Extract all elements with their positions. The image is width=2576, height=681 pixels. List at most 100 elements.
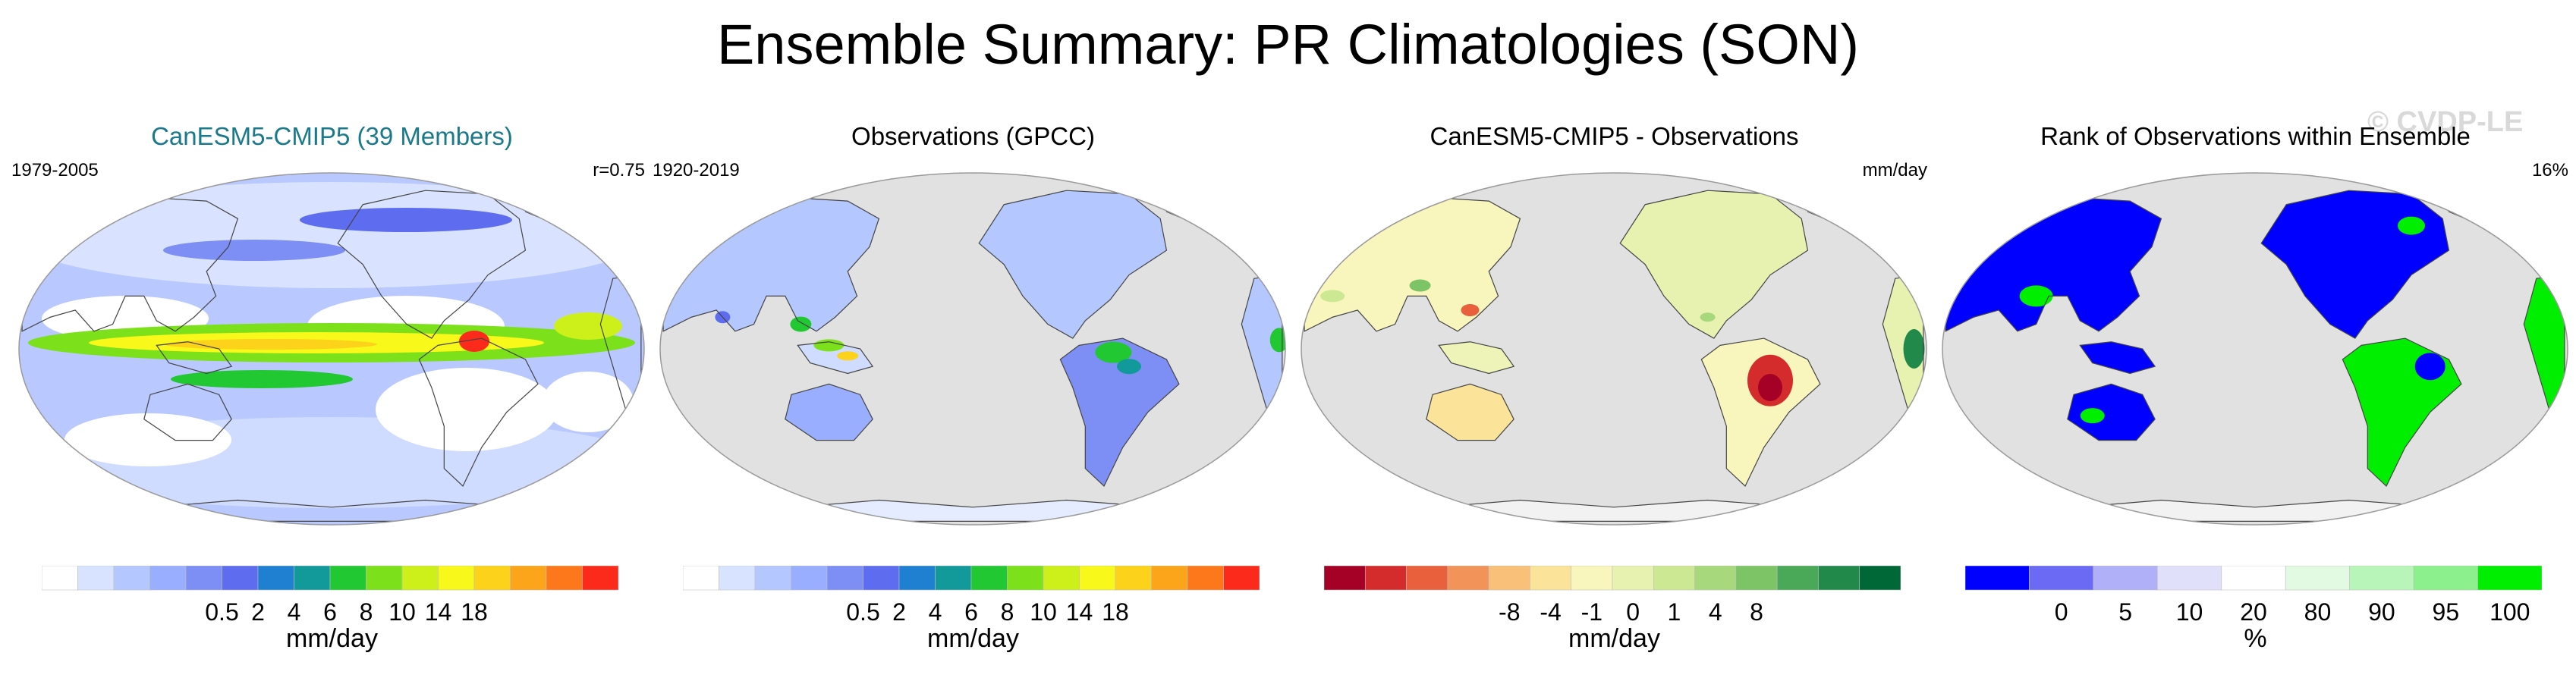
colorbar-swatch [1653,566,1695,591]
colorbar-swatch [826,566,863,591]
colorbar-swatch [366,566,403,591]
period-label: 1979-2005 [11,160,99,180]
colorbar-tick-label: 8 [1750,598,1763,626]
colorbar-swatch [473,566,511,591]
colorbar-tick-label: 95 [2433,598,2460,626]
colorbar-swatch [185,566,222,591]
colorbar: 0 5 10 20 80 90 95 100 [1965,566,2542,626]
colorbar-tick-label: 90 [2368,598,2395,626]
colorbar-tick-label: 14 [1066,598,1093,626]
colorbar-tick-label: 0 [2055,598,2068,626]
colorbar-swatch [719,566,756,591]
colorbar-swatch [257,566,294,591]
colorbar-tick-label: 18 [461,598,488,626]
colorbar-tick-label: 4 [1709,598,1722,626]
colorbar-tick-label: 10 [1030,598,1057,626]
colorbar-swatch [1488,566,1530,591]
colorbar-tick-label: 20 [2240,598,2267,626]
colorbar-swatch [149,566,187,591]
colorbar-swatch [2029,566,2094,591]
colorbar-swatch [1818,566,1860,591]
colorbar-tick-label: 8 [360,598,373,626]
colorbar-tick-label: 1 [1668,598,1681,626]
map-model [18,172,645,526]
colorbar-tick-label: 0.5 [205,598,238,626]
panel-title: Rank of Observations within Ensemble [2040,122,2471,150]
colorbar-swatch [1007,566,1044,591]
colorbar-swatch [546,566,583,591]
colorbar-swatch [1043,566,1080,591]
colorbar-swatch [898,566,936,591]
colorbar-tick-label: 0 [1626,598,1640,626]
colorbar-units: mm/day [927,624,1019,653]
colorbar-swatch [1571,566,1613,591]
rank-percent: 16% [2531,160,2568,180]
watermark: © CVDP-LE [2367,106,2524,138]
period-label: 1920-2019 [653,160,740,180]
colorbar-swatch [863,566,900,591]
panel-rank: Rank of Observations within Ensemble 16%… [1935,114,2576,675]
colorbar-swatch [2285,566,2350,591]
colorbar-swatch [1223,566,1260,591]
map-rank [1942,172,2568,526]
colorbar-units: % [2244,624,2267,653]
colorbar-units: mm/day [286,624,378,653]
colorbar-swatch [401,566,439,591]
colorbar-swatch [582,566,618,591]
pattern-correlation: r=0.75 [593,160,645,180]
colorbar: 0.5 2 4 6 8 10 14 18 [683,566,1260,626]
panel-observations: Observations (GPCC) 1920-2019 0.5 2 4 6 8 10 1… [653,114,1294,675]
colorbar-tick-label: 80 [2304,598,2332,626]
colorbar-swatch [683,566,719,591]
colorbar-swatch [1530,566,1572,591]
colorbar-swatch [294,566,331,591]
colorbar-units: mm/day [1568,624,1660,653]
colorbar-swatch [77,566,115,591]
colorbar-swatch [329,566,366,591]
colorbar-swatch [1859,566,1901,591]
colorbar-tick-label: 6 [323,598,337,626]
panel-difference: CanESM5-CMIP5 - Observations mm/day -8 -4… [1294,114,1935,675]
colorbar-tick-label: 4 [288,598,301,626]
colorbar-swatch [1612,566,1654,591]
colorbar-swatch [2157,566,2222,591]
colorbar-swatch [1406,566,1448,591]
map-difference [1301,172,1927,526]
colorbar-swatch [2221,566,2286,591]
colorbar: 0.5 2 4 6 8 10 14 18 [42,566,618,626]
colorbar-swatch [1694,566,1737,591]
colorbar-swatch [1079,566,1116,591]
colorbar-tick-label: 2 [251,598,265,626]
panel-model-climatology: CanESM5-CMIP5 (39 Members) 1979-2005 r=0… [11,114,653,675]
colorbar-swatch [42,566,78,591]
map-observations [659,172,1286,526]
units-label: mm/day [1862,160,1927,180]
colorbar-swatch [1735,566,1778,591]
colorbar-tick-label: 0.5 [846,598,879,626]
panel-title: CanESM5-CMIP5 - Observations [1430,122,1799,150]
colorbar-tick-label: -8 [1499,598,1520,626]
colorbar-tick-label: 2 [892,598,906,626]
colorbar-swatch [791,566,828,591]
colorbar-swatch [510,566,547,591]
colorbar-swatch [2413,566,2478,591]
colorbar-tick-label: 10 [2176,598,2203,626]
colorbar-tick-label: 18 [1102,598,1129,626]
figure-title: Ensemble Summary: PR Climatologies (SON) [716,13,1860,76]
colorbar-swatch [438,566,475,591]
colorbar-swatch [113,566,150,591]
colorbar-swatch [2349,566,2414,591]
colorbar-swatch [1776,566,1819,591]
colorbar-swatch [1187,566,1224,591]
colorbar-swatch [1447,566,1489,591]
colorbar-swatch [754,566,791,591]
colorbar-swatch [1965,566,2030,591]
colorbar-swatch [222,566,259,591]
colorbar-tick-label: 4 [929,598,942,626]
colorbar-tick-label: 100 [2490,598,2530,626]
colorbar-swatch [2093,566,2158,591]
colorbar-swatch [1151,566,1188,591]
colorbar-tick-label: -1 [1581,598,1603,626]
colorbar-tick-label: 14 [425,598,452,626]
colorbar-tick-label: 10 [388,598,416,626]
